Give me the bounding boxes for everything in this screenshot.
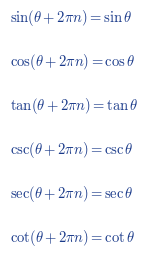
- Text: $\cos(\theta + 2\pi n) = \cos\theta$: $\cos(\theta + 2\pi n) = \cos\theta$: [10, 52, 135, 72]
- Text: $\cot(\theta + 2\pi n) = \cot\theta$: $\cot(\theta + 2\pi n) = \cot\theta$: [10, 228, 135, 248]
- Text: $\sin(\theta + 2\pi n) = \sin\theta$: $\sin(\theta + 2\pi n) = \sin\theta$: [10, 8, 132, 28]
- Text: $\tan(\theta + 2\pi n) = \tan\theta$: $\tan(\theta + 2\pi n) = \tan\theta$: [10, 96, 138, 116]
- Text: $\sec(\theta + 2\pi n) = \sec\theta$: $\sec(\theta + 2\pi n) = \sec\theta$: [10, 184, 133, 204]
- Text: $\csc(\theta + 2\pi n) = \csc\theta$: $\csc(\theta + 2\pi n) = \csc\theta$: [10, 140, 133, 160]
